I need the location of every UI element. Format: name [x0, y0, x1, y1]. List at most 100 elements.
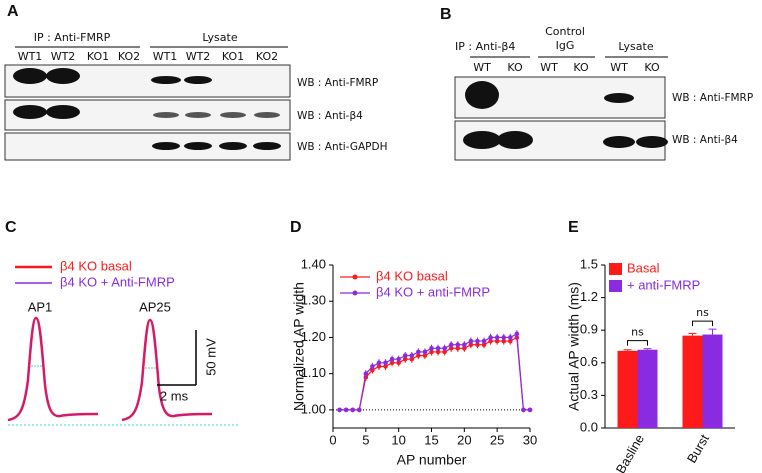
bar — [702, 334, 723, 428]
data-point — [455, 342, 461, 347]
x-tick-label: 5 — [362, 432, 369, 447]
data-point — [481, 338, 487, 344]
y-tick-label: 1.10 — [301, 365, 326, 380]
band — [465, 81, 499, 109]
control-header: Control — [545, 25, 585, 38]
band — [13, 68, 47, 84]
x-tick-label: 0 — [329, 432, 336, 447]
legend-label: β4 KO basal — [376, 268, 448, 283]
lane-label: WT — [473, 61, 491, 74]
data-point — [416, 349, 421, 355]
data-point — [435, 349, 441, 355]
significance-label: ns — [696, 306, 709, 319]
blot-strip — [4, 64, 291, 98]
panel-label: A — [7, 3, 19, 20]
y-tick-label: 1.5 — [580, 256, 598, 271]
x-tick-label: 10 — [391, 432, 405, 447]
trace — [7, 316, 99, 422]
lane-label: KO1 — [87, 50, 109, 63]
y-tick-label: 0.9 — [580, 322, 598, 337]
legend-label: + anti-FMRP — [627, 277, 700, 292]
band — [152, 142, 180, 150]
y-tick-label: 1.20 — [301, 329, 326, 344]
y-tick-label: 0.0 — [580, 419, 598, 434]
data-point — [389, 356, 395, 362]
blot-strip — [4, 132, 291, 161]
bar — [682, 335, 703, 428]
x-tick-label: 15 — [424, 432, 438, 447]
y-tick-label: 1.2 — [580, 289, 598, 304]
y-axis-label: Actual AP width (ms) — [566, 282, 582, 411]
data-point — [514, 331, 520, 337]
lane-label: WT1 — [18, 50, 43, 63]
data-point — [475, 338, 480, 344]
data-point — [402, 353, 408, 358]
lane-label: WT — [610, 61, 628, 74]
data-point — [376, 364, 382, 369]
blot-label: WB : Anti-FMRP — [672, 92, 753, 104]
scale-label: 50 mV — [203, 338, 218, 376]
lane-label: KO — [507, 61, 523, 74]
lane-label: WT1 — [153, 50, 178, 63]
y-axis-label: Normalized AP width — [291, 282, 307, 411]
data-point — [356, 407, 362, 413]
lane-label: KO — [644, 61, 660, 74]
bar — [637, 349, 658, 428]
lane-label: KO2 — [118, 50, 140, 63]
y-tick-label: 1.40 — [301, 256, 326, 271]
legend-label: Basal — [627, 260, 660, 275]
data-point — [396, 356, 401, 362]
legend-swatch — [609, 280, 622, 292]
blot-label: WB : Anti-β4 — [297, 110, 363, 122]
data-point — [429, 346, 434, 351]
data-point — [383, 364, 388, 369]
band — [463, 131, 501, 149]
band — [254, 112, 280, 118]
lane-label: KO1 — [222, 50, 244, 63]
ip-header: IP : Anti-β4 — [455, 40, 515, 53]
data-point — [501, 335, 507, 340]
data-point — [363, 371, 369, 376]
data-point — [501, 338, 507, 344]
band — [46, 105, 80, 119]
blot-label: WB : Anti-β4 — [672, 134, 738, 146]
lane-label: WT2 — [186, 50, 211, 63]
trace-label: AP25 — [139, 299, 171, 314]
x-tick-label: 30 — [523, 432, 537, 447]
trace — [121, 319, 213, 421]
band — [185, 112, 211, 118]
data-point — [343, 407, 349, 413]
band — [603, 136, 635, 148]
data-point — [429, 349, 434, 355]
data-point — [494, 338, 500, 344]
data-point — [402, 356, 408, 362]
panel-label: D — [290, 219, 302, 236]
lane-label: WT — [540, 61, 558, 74]
band — [13, 105, 47, 119]
data-point — [409, 356, 415, 362]
data-point — [521, 407, 526, 413]
x-tick-label: 20 — [457, 432, 471, 447]
data-point — [422, 349, 428, 355]
data-point — [350, 407, 356, 413]
lane-label: KO2 — [256, 50, 278, 63]
band — [46, 68, 80, 84]
data-point — [409, 353, 415, 358]
data-point — [494, 335, 500, 340]
bar — [617, 350, 638, 428]
data-point — [337, 407, 342, 413]
significance-label: ns — [631, 326, 644, 339]
scale-label: 2 ms — [160, 388, 189, 403]
y-tick-label: 1.30 — [301, 293, 326, 308]
band — [184, 142, 212, 150]
legend-swatch — [609, 263, 622, 275]
data-point — [370, 364, 375, 369]
band — [219, 142, 247, 150]
data-point — [508, 338, 513, 344]
legend-marker — [352, 274, 358, 280]
band — [153, 112, 179, 118]
lysate-header: Lysate — [202, 31, 237, 44]
trace-label: AP1 — [28, 299, 53, 314]
control-header: IgG — [556, 39, 575, 52]
panel-label: C — [5, 219, 17, 236]
